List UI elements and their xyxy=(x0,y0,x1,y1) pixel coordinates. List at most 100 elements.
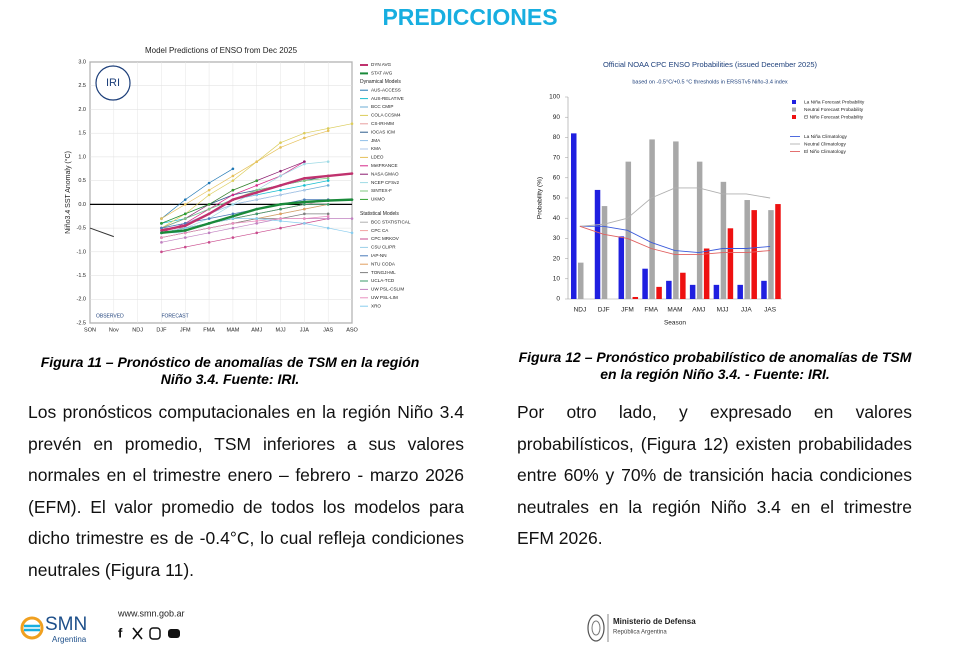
bar xyxy=(775,204,781,299)
bar xyxy=(744,200,750,299)
legend-title: Statistical Models xyxy=(360,211,399,217)
point xyxy=(326,127,330,130)
point xyxy=(279,184,282,187)
y-tick-label: -1.0 xyxy=(77,249,86,255)
point xyxy=(255,193,259,197)
y-tick-label: 100 xyxy=(549,94,560,101)
point xyxy=(303,162,306,166)
point xyxy=(231,217,235,220)
paragraph: Los pronósticos computacionales en la re… xyxy=(28,402,464,580)
annotation: OBSERVED xyxy=(96,313,124,319)
legend-label: CPC CA xyxy=(371,228,389,233)
website[interactable]: www.smn.gob.ar xyxy=(117,608,185,618)
point xyxy=(255,160,259,163)
x-tick-label: NDJ xyxy=(132,327,143,333)
legend-label: LDEO xyxy=(371,155,384,160)
y-tick-label: -1.5 xyxy=(77,273,86,279)
point xyxy=(231,188,235,192)
x-tick-label: JFM xyxy=(180,327,191,333)
point xyxy=(303,212,306,216)
x-tick-label: MJJ xyxy=(275,327,285,333)
chart-title: Model Predictions of ENSO from Dec 2025 xyxy=(145,46,298,55)
bar xyxy=(666,280,672,299)
legend-label: XRO xyxy=(371,303,381,308)
y-axis-label: Probability (%) xyxy=(537,177,544,219)
legend-swatch xyxy=(792,100,796,104)
point xyxy=(279,141,282,144)
series-line xyxy=(161,215,329,238)
bar xyxy=(656,286,662,299)
y-tick-label: 2.0 xyxy=(78,107,86,113)
plot-area xyxy=(89,61,353,324)
point xyxy=(207,193,211,197)
chart-subtitle: based on -0.5°C/+0.5 °C thresholds in ER… xyxy=(632,79,788,85)
point xyxy=(350,231,354,235)
y-tick-label: 30 xyxy=(553,235,561,242)
legend-label: El Niño Forecast Probability xyxy=(804,114,864,120)
legend-label: NASA GMAO xyxy=(371,171,399,176)
point xyxy=(303,222,306,225)
legend-label: La Niña Climatology xyxy=(804,134,848,140)
social-icons[interactable]: f xyxy=(118,625,180,640)
point xyxy=(255,184,259,187)
x-tick-label: JAS xyxy=(764,307,777,314)
ministry-emblem: Ministerio de Defensa República Argentin… xyxy=(587,614,696,642)
point xyxy=(207,203,211,206)
legend-label: Neutral Climatology xyxy=(804,141,846,147)
legend-label: DYN AVG xyxy=(371,62,392,67)
x-tick-label: Nov xyxy=(109,327,119,333)
bar xyxy=(720,181,727,299)
point xyxy=(303,200,306,204)
annotation: FORECAST xyxy=(161,313,188,319)
point xyxy=(326,174,330,178)
legend-label: BCC STATISTICAL xyxy=(371,219,411,224)
bar xyxy=(632,296,639,299)
point xyxy=(183,203,187,206)
legend-label: AUS-ACCESS xyxy=(371,87,401,92)
legend-label: El Niño Climatology xyxy=(804,149,846,155)
point xyxy=(160,236,163,239)
point xyxy=(303,176,306,180)
point xyxy=(303,217,306,220)
x-tick-label: AMJ xyxy=(692,307,705,314)
point xyxy=(255,198,259,201)
series-line xyxy=(161,218,329,253)
point xyxy=(183,229,187,232)
legend-label: IOCAS ICM xyxy=(371,129,395,134)
legend-label: IAP-NN xyxy=(371,253,387,258)
chart-title: Official NOAA CPC ENSO Probabilities (is… xyxy=(603,60,818,69)
point xyxy=(255,191,259,194)
legend-label: JMA xyxy=(371,138,381,143)
point xyxy=(160,229,163,232)
caption-line: en la región Niño 3.4. - Fuente: IRI. xyxy=(600,366,830,382)
point xyxy=(255,207,259,211)
bar xyxy=(689,284,696,299)
x-tick-label: FMA xyxy=(203,327,215,333)
y-tick-label: 0 xyxy=(556,296,560,303)
point xyxy=(255,188,259,192)
y-tick-label: 60 xyxy=(553,175,561,182)
caption-line: Niño 3.4. Fuente: IRI. xyxy=(160,371,300,387)
y-tick-label: 1.0 xyxy=(78,154,86,160)
point xyxy=(231,203,235,206)
point xyxy=(207,188,211,192)
x-tick-label: JJA xyxy=(741,307,753,314)
x-tick-label: MAM xyxy=(667,307,682,314)
legend-label: UW PSL-LIM xyxy=(371,295,398,300)
point xyxy=(207,226,211,230)
legend-label: SINTEX-F xyxy=(371,188,392,193)
legend-label: NTU CODA xyxy=(371,261,396,266)
legend-swatch xyxy=(792,115,796,119)
y-tick-label: 20 xyxy=(553,255,561,262)
point xyxy=(183,231,187,235)
point xyxy=(303,203,306,206)
point xyxy=(326,179,330,182)
point xyxy=(279,203,282,206)
point xyxy=(207,181,211,185)
paragraph: Por otro lado, y expresado en valores pr… xyxy=(517,402,912,548)
point xyxy=(231,174,235,178)
point xyxy=(231,222,235,225)
point xyxy=(160,222,163,225)
y-tick-label: 90 xyxy=(553,114,561,121)
